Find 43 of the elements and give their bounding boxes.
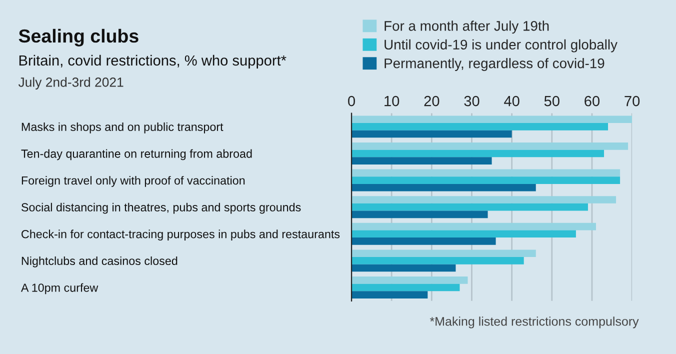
bar <box>352 291 428 298</box>
bar <box>352 116 632 124</box>
bar <box>352 130 512 138</box>
bar <box>352 264 456 272</box>
bar <box>352 196 616 204</box>
bar <box>352 276 468 284</box>
bar <box>352 169 620 177</box>
text: July 2nd-3rd 2021 <box>18 77 124 90</box>
legend-label: Permanently, regardless of covid-19 <box>384 58 604 71</box>
bar <box>352 257 524 264</box>
x-tick-label: 20 <box>424 96 440 106</box>
x-tick-label: 70 <box>624 96 640 106</box>
x-tick-label: 30 <box>464 96 480 106</box>
text: Sealing clubs <box>18 28 138 46</box>
bar <box>352 284 460 292</box>
y-tick-label: Nightclubs and casinos closed <box>22 256 178 268</box>
bar <box>352 142 628 150</box>
bar <box>352 222 596 230</box>
text: Britain, covid restrictions, % who support* <box>19 54 286 69</box>
legend-label: Until covid-19 is under control globally <box>384 39 618 52</box>
bar <box>352 123 608 130</box>
y-tick-label: Check-in for contact-tracing purposes in pubs and restaurants <box>22 230 340 241</box>
y-tick-label: Social distancing in theatres, pubs and sports grounds <box>21 202 301 214</box>
x-tick-label: 50 <box>544 96 560 106</box>
x-tick-label: 10 <box>384 96 400 106</box>
bar <box>352 157 492 164</box>
legend-label: For a month after July 19th <box>384 20 549 34</box>
bar <box>352 230 576 238</box>
bar <box>352 176 620 184</box>
bar <box>352 203 588 211</box>
bar <box>352 210 488 218</box>
bar <box>352 250 536 258</box>
bar <box>352 150 604 158</box>
x-tick-label: 0 <box>348 96 356 106</box>
y-tick-label: Foreign travel only with proof of vaccination <box>22 176 245 187</box>
x-tick-label: 40 <box>504 96 520 106</box>
text: *Making listed restrictions compulsory <box>430 316 639 328</box>
y-tick-label: Ten-day quarantine on returning from abroad <box>21 149 252 160</box>
bar <box>352 238 496 245</box>
y-tick-label: A 10pm curfew <box>20 283 98 294</box>
bar <box>352 184 536 192</box>
x-tick-label: 60 <box>584 96 600 106</box>
y-tick-label: Masks in shops and on public transport <box>22 122 224 134</box>
